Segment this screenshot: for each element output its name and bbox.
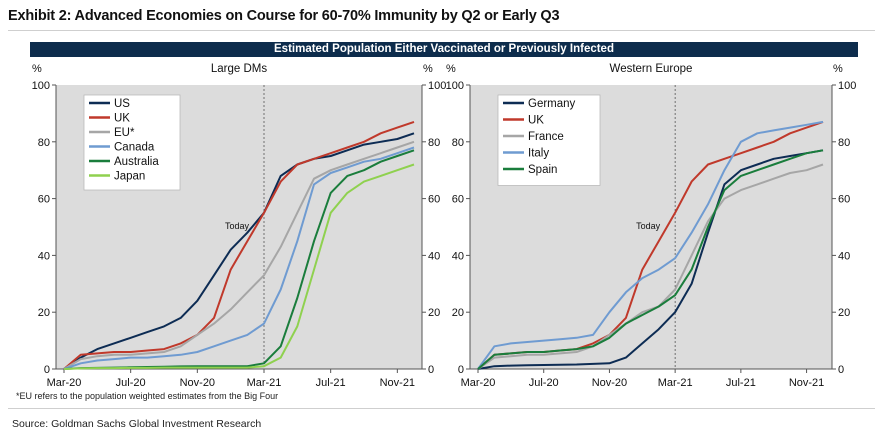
y-tick-label-left: 0: [44, 364, 50, 376]
x-tick-label: Jul-21: [316, 377, 346, 389]
x-tick-label: Nov-21: [789, 377, 824, 389]
y-tick-label-left: 20: [38, 307, 50, 319]
y-tick-label-right: 100: [428, 80, 446, 92]
series-line-japan: [63, 163, 415, 370]
x-tick-label: Mar-21: [658, 377, 693, 389]
y-tick-label-left: 40: [38, 250, 50, 262]
y-tick-label-right: 20: [428, 307, 440, 319]
legend: Germany UK France Italy Spain: [497, 94, 601, 186]
series-line-us: [63, 132, 415, 370]
top-divider: [8, 30, 875, 31]
legend-label: Japan: [114, 171, 145, 183]
panel-title: Large DMs: [211, 63, 267, 75]
y-tick-label-right: 0: [428, 364, 434, 376]
y-tick-label-left: 40: [452, 250, 464, 262]
legend-label: UK: [528, 115, 544, 127]
y-tick-label-right: 40: [428, 250, 440, 262]
y-tick-label-left: 100: [446, 80, 464, 92]
bottom-divider: [8, 408, 875, 409]
x-tick-label: Mar-21: [247, 377, 282, 389]
y-tick-label-right: 80: [428, 137, 440, 149]
y-tick-label-right: 100: [838, 80, 856, 92]
series-line-germany: [477, 149, 824, 370]
y-unit-right: %: [423, 63, 433, 75]
series-line-france: [477, 163, 824, 370]
y-unit-left: %: [32, 63, 42, 75]
legend-label: Australia: [114, 156, 159, 168]
y-unit-right: %: [833, 63, 843, 75]
legend: US UK EU* Canada Australia Japan: [83, 94, 181, 191]
legend-label: Italy: [528, 148, 549, 160]
y-tick-label-right: 60: [428, 194, 440, 206]
chart-western-europe: Western Europe% % 0 0 20 20 40 40 60 60 80 80 100 100…: [446, 63, 857, 389]
series-line-italy: [477, 120, 824, 370]
y-tick-label-left: 20: [452, 307, 464, 319]
x-tick-label: Nov-20: [592, 377, 627, 389]
y-tick-label-right: 60: [838, 194, 850, 206]
y-tick-label-left: 100: [32, 80, 50, 92]
legend-box: [83, 94, 181, 191]
legend-label: Canada: [114, 142, 155, 154]
panel-title: Western Europe: [610, 63, 693, 75]
legend-label: UK: [114, 113, 130, 125]
legend-label: Germany: [528, 98, 576, 110]
x-tick-label: Mar-20: [47, 377, 82, 389]
y-tick-label-left: 0: [458, 364, 464, 376]
x-tick-label: Nov-21: [380, 377, 415, 389]
x-tick-label: Jul-21: [726, 377, 756, 389]
footnote: *EU refers to the population weighted es…: [16, 391, 279, 401]
exhibit-title: Exhibit 2: Advanced Economies on Course …: [8, 8, 560, 24]
y-tick-label-left: 60: [452, 194, 464, 206]
legend-label: Spain: [528, 164, 557, 176]
y-tick-label-left: 80: [452, 137, 464, 149]
series-line-canada: [63, 146, 415, 370]
chart-banner: Estimated Population Either Vaccinated o…: [30, 42, 858, 57]
chart-large-dms: Large DMs% % 0 0 20 20 40 40 60 60 80 80 100 100 Mar-2…: [32, 63, 447, 389]
legend-box: [497, 94, 601, 186]
legend-label: US: [114, 98, 130, 110]
legend-label: France: [528, 131, 564, 143]
x-tick-label: Mar-20: [461, 377, 496, 389]
y-tick-label-left: 60: [38, 194, 50, 206]
y-tick-label-right: 0: [838, 364, 844, 376]
y-tick-label-right: 40: [838, 250, 850, 262]
y-unit-left: %: [446, 63, 456, 75]
series-line-spain: [477, 149, 824, 370]
series-line-eu: [63, 140, 415, 370]
today-label: Today: [636, 221, 661, 231]
y-tick-label-right: 20: [838, 307, 850, 319]
y-tick-label-right: 80: [838, 137, 850, 149]
x-tick-label: Jul-20: [529, 377, 559, 389]
legend-label: EU*: [114, 127, 135, 139]
x-tick-label: Jul-20: [116, 377, 146, 389]
x-tick-label: Nov-20: [180, 377, 215, 389]
source-note: Source: Goldman Sachs Global Investment …: [12, 418, 262, 430]
series-line-uk: [63, 120, 415, 370]
today-label: Today: [225, 221, 250, 231]
y-tick-label-left: 80: [38, 137, 50, 149]
